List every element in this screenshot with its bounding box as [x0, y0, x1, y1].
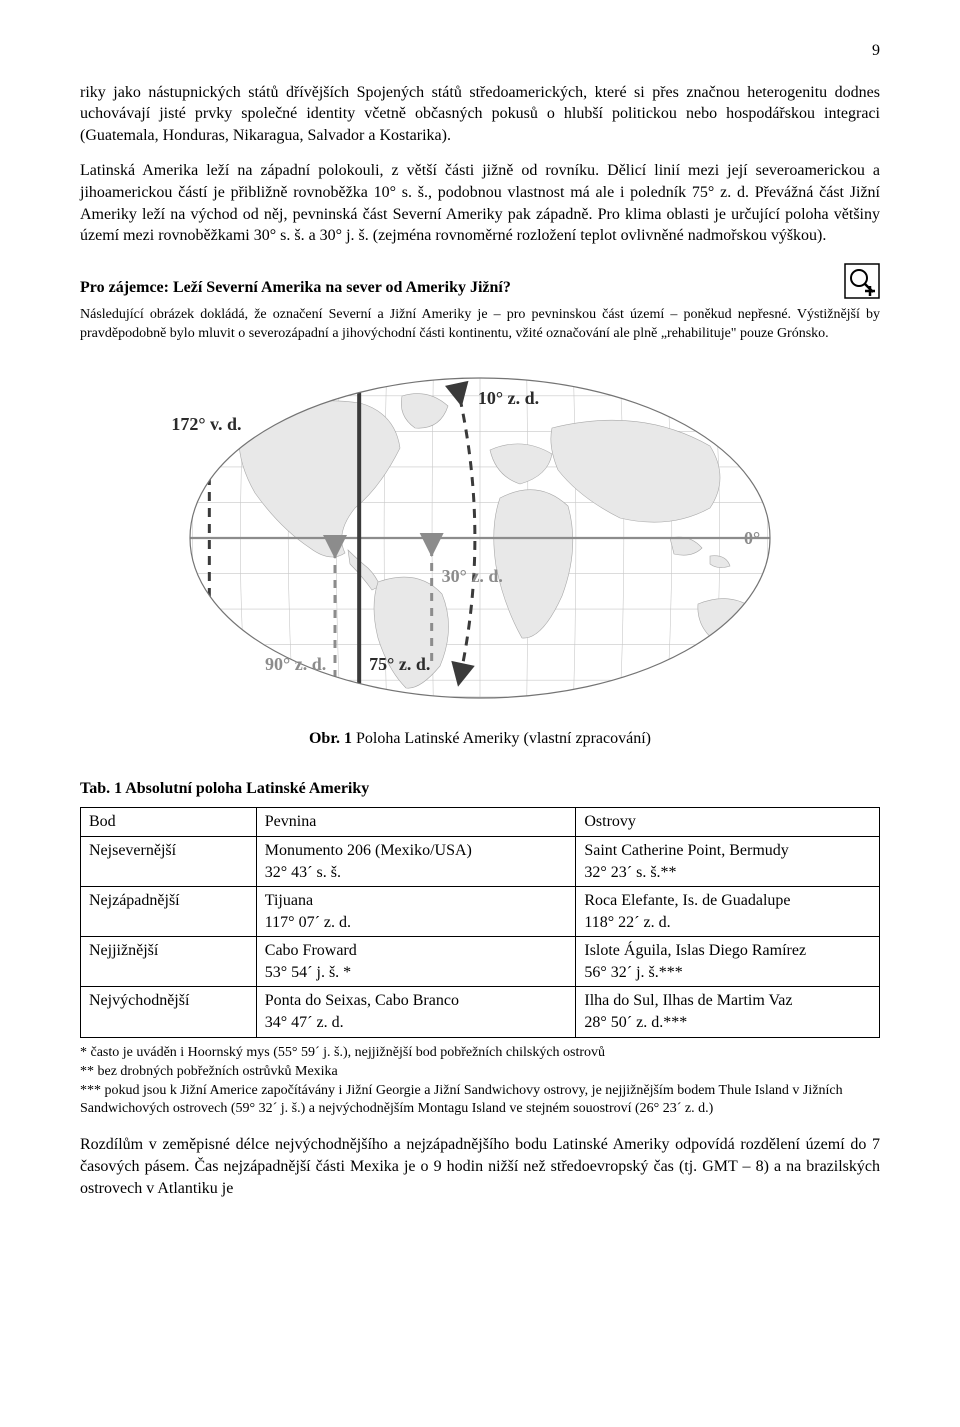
table-header: Bod — [81, 808, 257, 837]
table-cell: Tijuana117° 07´ z. d. — [256, 887, 576, 937]
table-row: NejsevernějšíMonumento 206 (Mexiko/USA)3… — [81, 836, 880, 886]
table-cell: Nejzápadnější — [81, 887, 257, 937]
section-heading-pro-zajemce: Pro zájemce: Leží Severní Amerika na sev… — [80, 277, 511, 299]
table-header: Ostrovy — [576, 808, 880, 837]
figure-label: Obr. 1 — [309, 730, 352, 747]
table-cell: Ponta do Seixas, Cabo Branco34° 47´ z. d… — [256, 987, 576, 1037]
table-row: NejjižnějšíCabo Froward53° 54´ j. š. *Is… — [81, 937, 880, 987]
paragraph-intro-continued: riky jako nástupnických států dřívějších… — [80, 82, 880, 147]
paragraph-geography: Latinská Amerika leží na západní polokou… — [80, 160, 880, 246]
table-header: Pevnina — [256, 808, 576, 837]
table-cell: Roca Elefante, Is. de Guadalupe118° 22´ … — [576, 887, 880, 937]
table-cell: Ilha do Sul, Ilhas de Martim Vaz28° 50´ … — [576, 987, 880, 1037]
table-cell: Monumento 206 (Mexiko/USA)32° 43´ s. š. — [256, 836, 576, 886]
paragraph-timezones: Rozdílům v zeměpisné délce nejvýchodnějš… — [80, 1134, 880, 1199]
footnote-line: ** bez drobných pobřežních ostrůvků Mexi… — [80, 1063, 880, 1081]
table-title: Tab. 1 Absolutní poloha Latinské Ameriky — [80, 778, 880, 800]
table-cell: Nejvýchodnější — [81, 987, 257, 1037]
footnote-line: * často je uváděn i Hoornský mys (55° 59… — [80, 1044, 880, 1062]
footnote-line: *** pokud jsou k Jižní Americe započítáv… — [80, 1082, 880, 1118]
infobox-text: Následující obrázek dokládá, že označení… — [80, 306, 880, 344]
svg-text:90° z. d.: 90° z. d. — [265, 654, 326, 674]
table-row: NejvýchodnějšíPonta do Seixas, Cabo Bran… — [81, 987, 880, 1037]
table-cell: Saint Catherine Point, Bermudy32° 23´ s.… — [576, 836, 880, 886]
svg-text:172° v. d.: 172° v. d. — [171, 414, 241, 434]
table-cell: Cabo Froward53° 54´ j. š. * — [256, 937, 576, 987]
svg-text:10° z. d.: 10° z. d. — [478, 388, 539, 408]
svg-text:30° z. d.: 30° z. d. — [442, 566, 503, 586]
table-cell: Nejsevernější — [81, 836, 257, 886]
table-footnotes: * často je uváděn i Hoornský mys (55° 59… — [80, 1044, 880, 1119]
table-absolute-position: BodPevninaOstrovyNejsevernějšíMonumento … — [80, 807, 880, 1037]
svg-text:75° z. d.: 75° z. d. — [369, 654, 430, 674]
table-cell: Islote Águila, Islas Diego Ramírez56° 32… — [576, 937, 880, 987]
table-row: NejzápadnějšíTijuana117° 07´ z. d.Roca E… — [81, 887, 880, 937]
table-cell: Nejjižnější — [81, 937, 257, 987]
page-number: 9 — [80, 40, 880, 62]
world-map-figure: 172° v. d. 10° z. d. 0° 30° z. d. 90° z. d. 7… — [170, 358, 790, 718]
svg-text:0°: 0° — [744, 528, 760, 548]
magnifier-plus-icon — [844, 263, 880, 299]
figure-caption: Obr. 1 Poloha Latinské Ameriky (vlastní … — [80, 728, 880, 750]
figure-caption-text: Poloha Latinské Ameriky (vlastní zpracov… — [356, 730, 651, 747]
